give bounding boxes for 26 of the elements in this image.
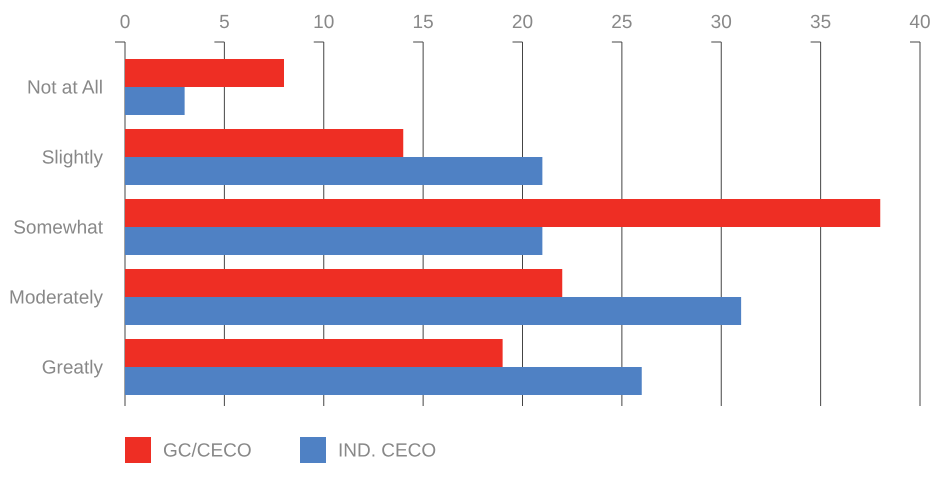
- legend-label: IND. CECO: [338, 440, 436, 462]
- bar: [125, 129, 404, 157]
- legend-label: GC/CECO: [163, 440, 252, 462]
- x-tick-label: 5: [219, 12, 230, 33]
- x-tick-label: 35: [810, 12, 832, 33]
- bar: [125, 367, 642, 395]
- bar: [125, 199, 880, 227]
- bar: [125, 269, 562, 297]
- bar: [125, 339, 503, 367]
- x-tick-label: 15: [412, 12, 434, 33]
- y-tick-label: Somewhat: [13, 218, 104, 239]
- y-tick-label: Not at All: [26, 78, 103, 99]
- bar: [125, 157, 542, 185]
- y-tick-label: Slightly: [42, 148, 104, 169]
- bar: [125, 87, 185, 115]
- bar: [125, 227, 542, 255]
- bar: [125, 297, 742, 325]
- x-tick-label: 20: [512, 12, 534, 33]
- x-tick-label: 30: [710, 12, 732, 33]
- x-tick-label: 40: [909, 12, 931, 33]
- x-tick-label: 10: [313, 12, 334, 33]
- y-tick-label: Moderately: [9, 288, 104, 309]
- x-tick-label: 25: [611, 12, 632, 33]
- x-tick-label: 0: [120, 12, 130, 33]
- bar: [125, 59, 284, 87]
- y-tick-label: Greatly: [42, 358, 104, 379]
